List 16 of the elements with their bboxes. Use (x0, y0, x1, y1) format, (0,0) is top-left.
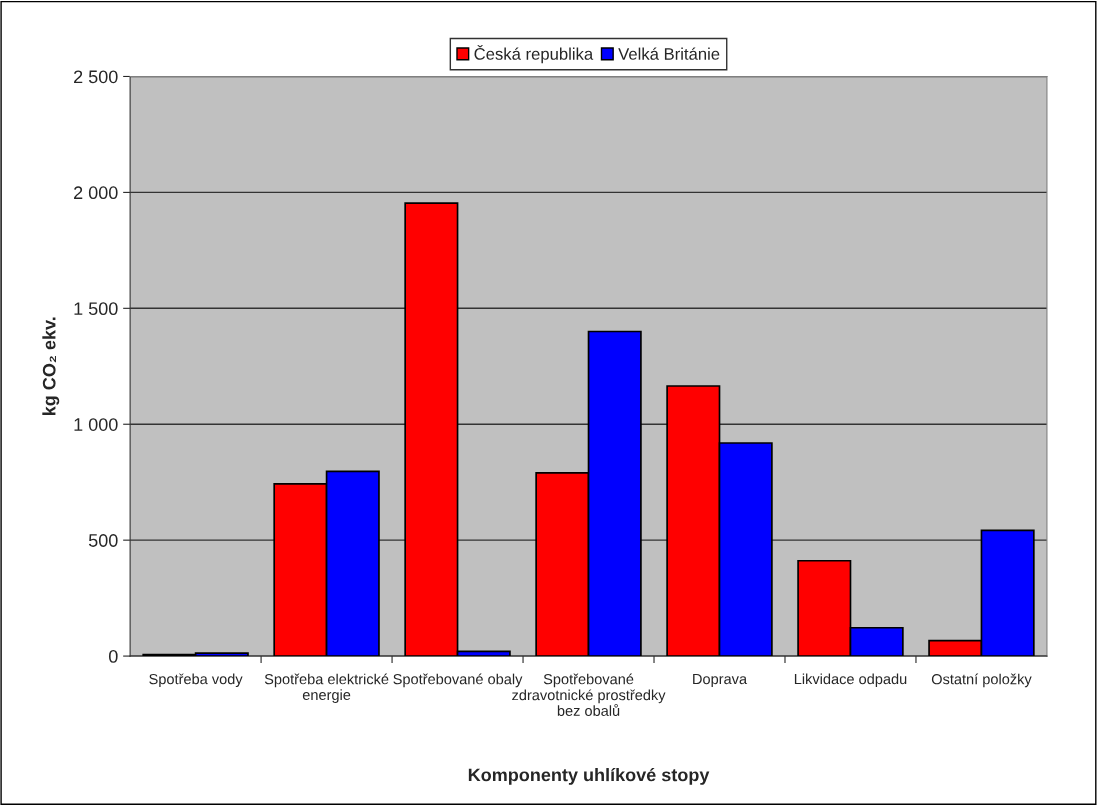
y-axis-title: kg CO₂ ekv. (42, 317, 60, 416)
x-tick-label: Ostatní položky (931, 673, 1032, 688)
x-tick-label: Spotřeba elektrické energie (264, 673, 389, 703)
y-tick-label: 1 500 (74, 302, 118, 316)
x-tick-label: Spotřebované obaly (393, 673, 523, 688)
x-axis-title: Komponenty uhlíkové stopy (468, 767, 710, 785)
y-tick-label: 1 000 (74, 418, 118, 431)
x-tick-label: Doprava (693, 674, 748, 688)
legend-label: Velká Británie (618, 47, 720, 60)
y-tick-label: 500 (88, 534, 118, 547)
y-tick-label: 0 (108, 650, 118, 663)
y-tick-label: 2 500 (74, 70, 118, 84)
x-tick-label: Likvidace odpadu (794, 673, 907, 688)
y-tick-label: 2 000 (74, 186, 118, 200)
legend-label: Česká republika (474, 45, 594, 64)
x-tick-label: Spotřeba vody (149, 673, 243, 688)
